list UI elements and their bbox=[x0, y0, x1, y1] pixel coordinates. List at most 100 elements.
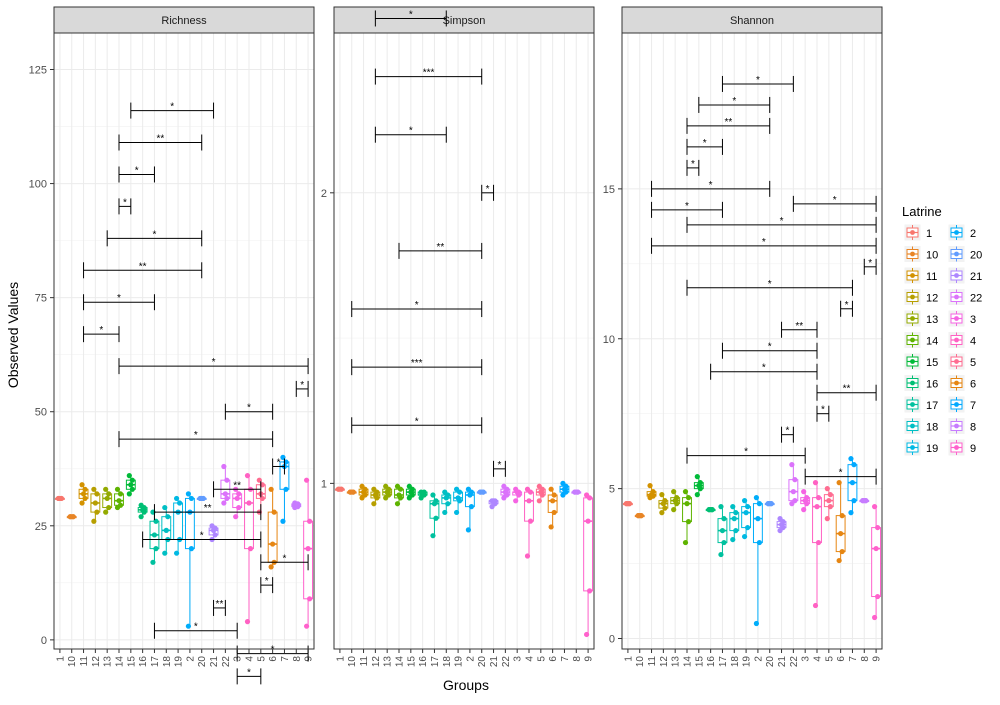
significance-bracket: * bbox=[153, 622, 238, 639]
x-tick-label: 9 bbox=[584, 656, 595, 662]
data-point bbox=[82, 486, 88, 492]
data-point bbox=[67, 514, 73, 520]
legend-item-1: 1 bbox=[903, 223, 932, 242]
legend-key-dot bbox=[910, 423, 915, 429]
data-point bbox=[730, 504, 736, 510]
box-11 bbox=[78, 482, 89, 506]
data-point bbox=[804, 495, 810, 501]
box-11 bbox=[358, 483, 369, 501]
legend-label: 12 bbox=[926, 293, 938, 305]
legend-item-13: 13 bbox=[903, 309, 938, 328]
legend-key-dot bbox=[910, 359, 915, 364]
data-point bbox=[197, 495, 203, 502]
box-1 bbox=[334, 486, 345, 492]
data-point bbox=[106, 504, 112, 511]
data-point bbox=[527, 518, 534, 524]
legend-label: 20 bbox=[970, 250, 982, 262]
box-16 bbox=[137, 502, 148, 520]
x-tick-label: 18 bbox=[442, 656, 453, 668]
box-21 bbox=[776, 516, 787, 534]
bracket-label: * bbox=[845, 300, 849, 311]
panel-strip bbox=[333, 6, 595, 34]
data-point bbox=[874, 524, 881, 531]
box-1 bbox=[622, 501, 633, 507]
box-17 bbox=[429, 492, 440, 539]
bracket-label: *** bbox=[423, 68, 435, 79]
x-tick-label: 14 bbox=[395, 656, 406, 668]
bracket-label: ** bbox=[436, 242, 444, 253]
data-point bbox=[247, 546, 254, 552]
data-point bbox=[719, 527, 726, 534]
data-point bbox=[851, 498, 857, 504]
significance-bracket: *** bbox=[374, 68, 483, 85]
legend-item-9: 9 bbox=[947, 438, 976, 457]
data-point bbox=[572, 489, 578, 495]
data-point bbox=[468, 504, 475, 510]
data-point bbox=[244, 619, 251, 625]
x-tick-label: 4 bbox=[813, 656, 824, 662]
data-point bbox=[685, 519, 692, 525]
data-point bbox=[129, 477, 135, 483]
data-point bbox=[173, 495, 180, 502]
data-point bbox=[92, 500, 98, 506]
data-point bbox=[292, 500, 298, 506]
x-tick-label: 7 bbox=[280, 656, 291, 662]
legend-label: 4 bbox=[970, 336, 976, 348]
significance-bracket: * bbox=[840, 300, 853, 317]
data-point bbox=[104, 495, 110, 502]
bracket-label: * bbox=[409, 9, 413, 20]
data-point bbox=[117, 502, 124, 508]
bracket-label: * bbox=[498, 460, 502, 471]
legend-item-12: 12 bbox=[903, 288, 938, 306]
data-point bbox=[874, 593, 881, 600]
bracket-label: * bbox=[486, 184, 490, 195]
x-tick-label: 6 bbox=[836, 656, 847, 662]
data-point bbox=[743, 510, 749, 516]
box-18 bbox=[161, 504, 172, 556]
significance-bracket: * bbox=[481, 184, 495, 201]
data-point bbox=[814, 504, 820, 510]
box-21 bbox=[208, 523, 219, 543]
data-point bbox=[465, 486, 472, 492]
data-point bbox=[465, 527, 472, 533]
bracket-label: * bbox=[300, 380, 304, 391]
significance-bracket: * bbox=[804, 468, 877, 485]
y-tick-label: 0 bbox=[609, 634, 615, 646]
x-tick-label: 17 bbox=[150, 656, 161, 668]
box-22 bbox=[788, 462, 799, 507]
bracket-label: * bbox=[709, 180, 713, 191]
data-point bbox=[103, 486, 109, 492]
y-tick-label: 15 bbox=[603, 184, 615, 196]
box-12 bbox=[370, 486, 381, 507]
box-6 bbox=[547, 486, 558, 530]
x-tick-label: 3 bbox=[801, 656, 812, 662]
data-point bbox=[674, 495, 680, 501]
bracket-label: * bbox=[744, 447, 748, 458]
box-20 bbox=[196, 495, 207, 502]
legend-label: 2 bbox=[970, 228, 976, 240]
x-tick-label: 6 bbox=[268, 656, 279, 662]
legend: Latrine 1 10 11 12 13 14 15 16 17 18 19 2 20 21 22 3 4 5 6 7… bbox=[902, 204, 982, 457]
data-point bbox=[188, 495, 195, 502]
data-point bbox=[815, 539, 822, 546]
bracket-label: *** bbox=[411, 358, 423, 369]
data-point bbox=[283, 486, 289, 492]
legend-item-2: 2 bbox=[947, 223, 976, 242]
x-tick-label: 9 bbox=[304, 656, 315, 662]
bracket-label: ** bbox=[233, 480, 241, 491]
legend-item-21: 21 bbox=[947, 266, 982, 285]
data-point bbox=[662, 498, 668, 504]
bracket-label: * bbox=[833, 195, 837, 206]
data-point bbox=[162, 504, 168, 511]
data-point bbox=[165, 514, 171, 520]
significance-bracket: * bbox=[863, 258, 877, 275]
bracket-label: * bbox=[415, 416, 419, 427]
bracket-label: * bbox=[780, 216, 784, 227]
legend-label: 7 bbox=[970, 400, 976, 412]
legend-key-dot bbox=[954, 359, 959, 364]
data-point bbox=[801, 489, 807, 495]
box-11 bbox=[646, 483, 657, 501]
